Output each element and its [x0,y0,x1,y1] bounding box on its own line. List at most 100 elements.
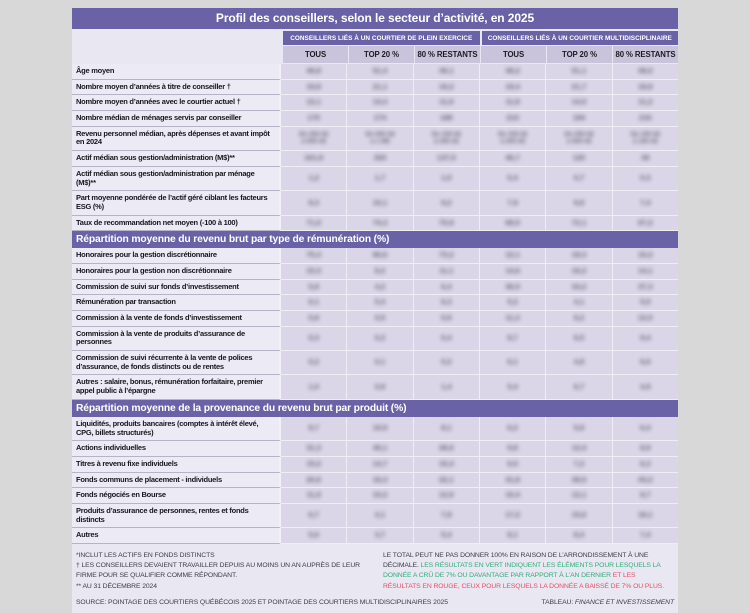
section-header: Répartition moyenne de la provenance du … [72,399,678,417]
data-cell: 11,9 [281,488,347,504]
table-row: Honoraires pour la gestion discrétionnai… [72,248,678,264]
data-cell: 10,2 [611,248,678,264]
data-cell: 19,8 [281,79,347,96]
credit-prefix: TABLEAU: [541,598,575,606]
data-cell: 7,8 [412,503,479,529]
data-cell: 68,5 [478,215,546,232]
data-cell: 11,1 [412,263,479,280]
data-cell: 9,4 [611,326,678,352]
row-label: Commission de suivi sur fonds d’investis… [72,279,281,296]
data-cell: 0,9 [412,311,479,327]
table-row: Taux de recommandation net moyen (-100 à… [72,215,678,232]
footnotes-right: LE TOTAL PEUT NE PAS DONNER 100% EN RAIS… [383,551,674,592]
row-label: Nombre médian de ménages servis par cons… [72,111,281,127]
row-label: Âge moyen [72,64,281,80]
row-label: Actions individuelles [72,441,281,457]
data-cell: 80,6 [346,248,413,264]
data-cell: 16,2 [545,263,612,280]
page-title: Profil des conseillers, selon le secteur… [72,8,678,29]
data-cell: 22,1 [412,472,479,489]
data-cell: De 250 k$ à 500 k$ [281,126,347,152]
data-cell: 19,2 [412,79,479,96]
data-cell: 320 [346,151,413,167]
data-cell: 7,4 [611,191,678,216]
data-cell: 48,0 [611,64,678,80]
data-cell: 5,4 [412,528,479,544]
data-cell: 18,1 [611,503,678,529]
row-label: Commission à la vente de fonds d’investi… [72,311,281,327]
data-cell: 41,8 [478,472,546,489]
data-cell: 36,5 [478,279,546,296]
data-cell: 1,0 [281,375,347,400]
data-cell: De 500 k$ à 1 M$ [346,126,413,152]
table-row: Fonds communs de placement - individuels… [72,472,678,489]
table-row: Actions individuelles 31,3 40,1 28,6 9,8 12,4… [72,441,678,457]
data-cell: 1,0 [412,166,479,192]
data-cell: 10,2 [346,488,413,504]
data-cell: 7,9 [478,191,546,216]
data-cell: 9,7 [611,488,678,504]
data-cell: 8,7 [281,416,347,442]
data-cell: 67,2 [611,215,678,232]
table-row: Commission de suivi sur fonds d’investis… [72,279,678,296]
data-cell: 0,4 [412,326,479,352]
data-cell: 51,1 [545,64,612,80]
data-cell: 188 [412,111,479,127]
row-label: Revenu personnel médian, après dépenses … [72,126,281,152]
data-cell: 9,2 [545,311,612,327]
table-row: Nombre médian de ménages servis par cons… [72,111,678,127]
table-row: Fonds négociés en Bourse 11,9 10,2 12,6 10,4… [72,488,678,504]
table-row: Produits d’assurance de personnes, rente… [72,503,678,529]
data-cell: 8,9 [611,441,678,457]
data-cell: 11,3 [478,311,546,327]
data-cell: 6,1 [281,295,347,311]
data-cell: 6,3 [412,295,479,311]
data-cell: 21,7 [545,79,612,96]
table-row: Titres à revenu fixe individuels 15,2 14,7… [72,456,678,473]
data-cell: 161,9 [281,151,347,167]
data-cell: 7,4 [611,528,678,544]
data-cell: 14,7 [346,456,413,473]
data-cell: 9,3 [281,191,347,216]
data-cell: 6,6 [611,351,678,376]
data-cell: 5,4 [346,295,413,311]
data-cell: 5,8 [281,279,347,296]
data-cell: 9,8 [478,441,546,457]
data-cell: 43,2 [611,472,678,489]
data-cell: 4,1 [545,295,612,311]
column-tous-1: TOUS [283,46,348,63]
row-label: Fonds communs de placement - individuels [72,472,281,489]
table-row: Nombre moyen d’années avec le courtier a… [72,95,678,112]
data-cell: 12,1 [545,488,612,504]
section-header: Répartition moyenne du revenu brut par t… [72,231,678,249]
data-cell: 120 [545,151,612,167]
data-cell: 6,3 [611,456,678,473]
column-80restants-2: 80 % RESTANTS [613,46,678,63]
header-spacer [72,31,283,45]
table-row: Âge moyen 49,8 51,4 49,1 48,2 51,1 48,0 [72,64,678,80]
footnotes: *INCLUT LES ACTIFS EN FONDS DISTINCTS † L… [72,551,678,592]
data-cell: 12,6 [412,488,479,504]
table-row: Actif médian sous gestion/administration… [72,166,678,192]
table-row: Part moyenne pondérée de l’actif géré ci… [72,191,678,216]
data-cell: 28,6 [412,441,479,457]
data-cell: 0,3 [281,326,347,352]
data-cell: 6,1 [478,351,546,376]
data-cell: 10,9 [346,416,413,442]
data-cell: 71,6 [281,215,347,232]
source-row: SOURCE: POINTAGE DES COURTIERS QUÉBÉCOIS… [72,599,678,606]
row-label: Part moyenne pondérée de l’actif géré ci… [72,191,281,216]
column-top20-2: TOP 20 % [547,46,612,63]
data-cell: 0,3 [611,166,678,192]
footnote-line: † LES CONSEILLERS DEVAIENT TRAVAILLER DE… [76,562,360,580]
table-row: Autres 5,6 3,7 5,4 8,1 8,4 7,4 [72,528,678,544]
data-cell: 39 [611,151,678,167]
data-cell: 0,2 [281,351,347,376]
data-cell: 20,6 [281,472,347,489]
data-cell: 14,3 [346,95,413,112]
data-cell: 5,2 [478,295,546,311]
row-label: Liquidités, produits bancaires (comptes … [72,416,281,442]
data-cell: 14,6 [478,263,546,280]
data-cell: 170 [281,111,347,127]
data-cell: 18,3 [545,248,612,264]
